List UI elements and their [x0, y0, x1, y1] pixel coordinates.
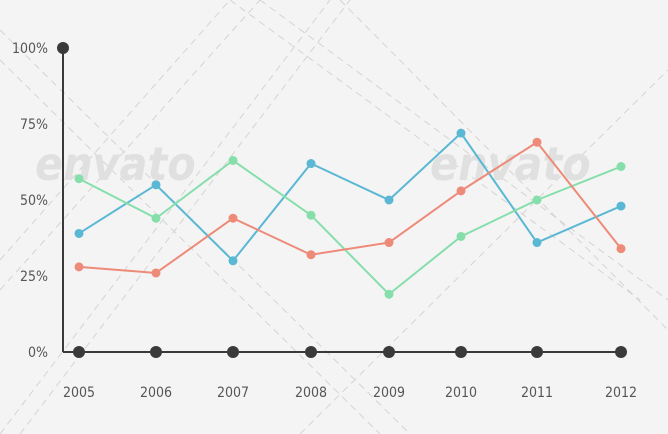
series	[74, 137, 626, 278]
data-point	[306, 210, 316, 220]
background-diagonal-line	[0, 59, 381, 434]
data-point	[74, 262, 84, 272]
background-diagonal-line	[259, 0, 668, 301]
x-tick-label: 2011	[521, 385, 553, 401]
background-diagonal-line	[229, 0, 641, 301]
tick-labels: 0% 25% 50% 75% 100% 2005 2006 2007 2008 2009 2010 2…	[12, 41, 637, 401]
background-diagonal-line	[339, 0, 668, 331]
data-point	[384, 238, 394, 248]
x-axis-tick-marker	[531, 346, 543, 358]
background-diagonal-line	[19, 0, 351, 434]
data-point	[532, 195, 542, 205]
watermark: envato	[430, 137, 591, 191]
watermark-text: envato	[430, 137, 591, 191]
data-point	[228, 155, 238, 165]
data-point	[384, 289, 394, 299]
data-point	[74, 228, 84, 238]
data-point	[456, 128, 466, 138]
series	[74, 128, 626, 266]
data-point	[384, 195, 394, 205]
x-tick-label: 2007	[217, 385, 249, 401]
data-point	[616, 244, 626, 254]
series-line	[78, 132, 622, 262]
watermark-text: envato	[35, 137, 196, 191]
x-axis-tick-marker	[615, 346, 627, 358]
x-tick-label: 2006	[140, 385, 172, 401]
x-axis-tick-marker	[383, 346, 395, 358]
series-line	[78, 141, 622, 274]
data-point	[151, 268, 161, 278]
x-tick-label: 2009	[373, 385, 405, 401]
x-axis-tick-marker	[227, 346, 239, 358]
y-axis-cap-marker	[57, 42, 69, 54]
background-diagonal-line	[0, 0, 331, 434]
data-point	[228, 256, 238, 266]
x-axis-tick-marker	[150, 346, 162, 358]
data-point	[306, 159, 316, 169]
series-group	[74, 128, 626, 299]
background-diagonal-line	[299, 69, 668, 434]
y-tick-label: 25%	[20, 269, 48, 285]
series-line	[78, 159, 622, 296]
data-point	[456, 231, 466, 241]
watermark: envato	[35, 137, 196, 191]
x-tick-label: 2010	[445, 385, 477, 401]
y-tick-label: 0%	[28, 345, 48, 361]
data-point	[228, 213, 238, 223]
data-point	[616, 201, 626, 211]
y-tick-label: 75%	[20, 117, 48, 133]
watermark-group: envato envato	[35, 137, 591, 191]
data-point	[151, 180, 161, 190]
x-axis-tick-marker	[305, 346, 317, 358]
data-point	[532, 137, 542, 147]
data-point	[151, 213, 161, 223]
y-tick-label: 100%	[12, 41, 48, 57]
data-point	[532, 238, 542, 248]
x-tick-label: 2008	[295, 385, 327, 401]
axes	[57, 42, 627, 358]
x-tick-label: 2012	[605, 385, 637, 401]
background-diagonal-line	[0, 0, 261, 291]
data-point	[616, 162, 626, 172]
data-point	[74, 174, 84, 184]
background-diagonal-line	[0, 0, 231, 261]
x-axis-tick-marker	[455, 346, 467, 358]
x-tick-label: 2005	[63, 385, 95, 401]
y-tick-label: 50%	[20, 193, 48, 209]
data-point	[306, 250, 316, 260]
series	[74, 155, 626, 299]
data-point	[456, 186, 466, 196]
x-axis-tick-marker	[73, 346, 85, 358]
